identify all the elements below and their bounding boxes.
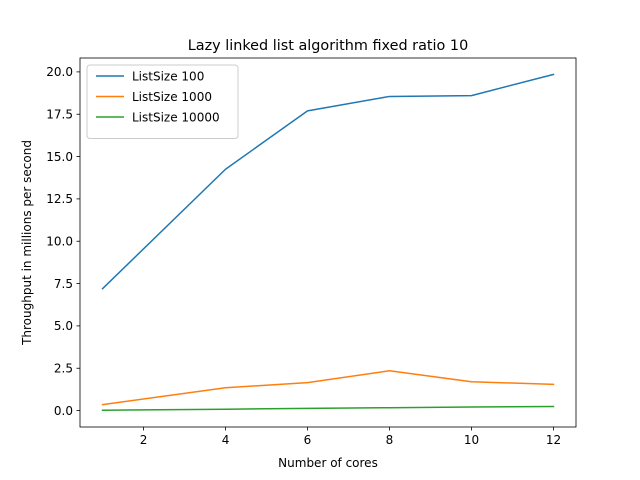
- chart-title: Lazy linked list algorithm fixed ratio 1…: [188, 38, 468, 54]
- y-tick-label: 2.5: [54, 362, 73, 376]
- legend-label: ListSize 1000: [132, 90, 212, 104]
- y-tick-label: 12.5: [46, 192, 73, 206]
- x-tick-label: 4: [222, 433, 230, 447]
- y-tick-label: 15.0: [46, 150, 73, 164]
- axes-frame: [79, 57, 577, 428]
- legend-label: ListSize 10000: [132, 110, 220, 124]
- legend-label: ListSize 100: [132, 69, 204, 83]
- x-tick-label: 8: [386, 433, 394, 447]
- y-tick-label: 0.0: [54, 404, 73, 418]
- x-axis-title: Number of cores: [278, 456, 378, 470]
- legend-box: [86, 64, 239, 139]
- y-axis-title: Throughput in millions per second: [20, 140, 34, 346]
- x-tick-label: 6: [304, 433, 312, 447]
- legend: ListSize 100 ListSize 1000 ListSize 10000: [86, 64, 239, 139]
- y-tick-label: 10.0: [46, 235, 73, 249]
- series-line-3: [101, 405, 555, 411]
- x-tick-label: 12: [546, 433, 561, 447]
- y-tick-label: 20.0: [46, 65, 73, 79]
- x-tick-label: 10: [464, 433, 479, 447]
- y-tick-label: 7.5: [54, 277, 73, 291]
- series-line-2: [101, 370, 555, 406]
- x-tick-label: 2: [140, 433, 148, 447]
- plot-area: 2 4 6 8 10 12 0.0 2.5 5.0 7.5 10.0 12.5 15.0 17.5 20.0: [46, 65, 561, 447]
- series-line-1: [101, 73, 555, 290]
- y-tick-label: 5.0: [54, 319, 73, 333]
- y-tick-label: 17.5: [46, 108, 73, 122]
